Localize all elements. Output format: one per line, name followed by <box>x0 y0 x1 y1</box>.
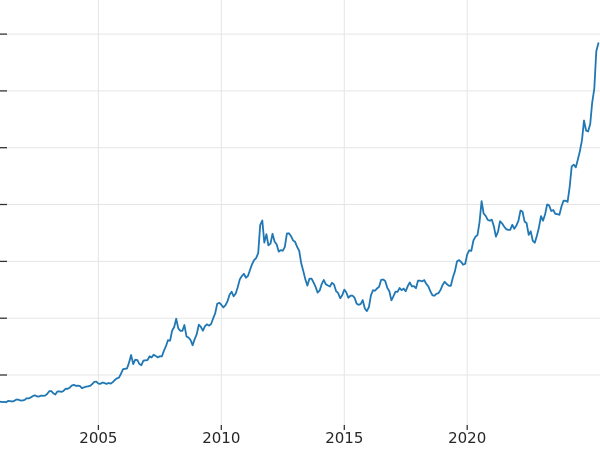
tick-layer <box>0 33 468 430</box>
grid-layer <box>0 0 600 425</box>
x-tick-label: 2020 <box>448 429 486 447</box>
x-tick-label: 2010 <box>202 429 240 447</box>
x-tick-label: 2005 <box>79 429 117 447</box>
series-layer <box>0 42 600 404</box>
x-axis-labels: 2005 2010 2015 2020 <box>79 429 486 447</box>
price-series-line <box>0 42 600 404</box>
x-tick-label: 2015 <box>325 429 363 447</box>
